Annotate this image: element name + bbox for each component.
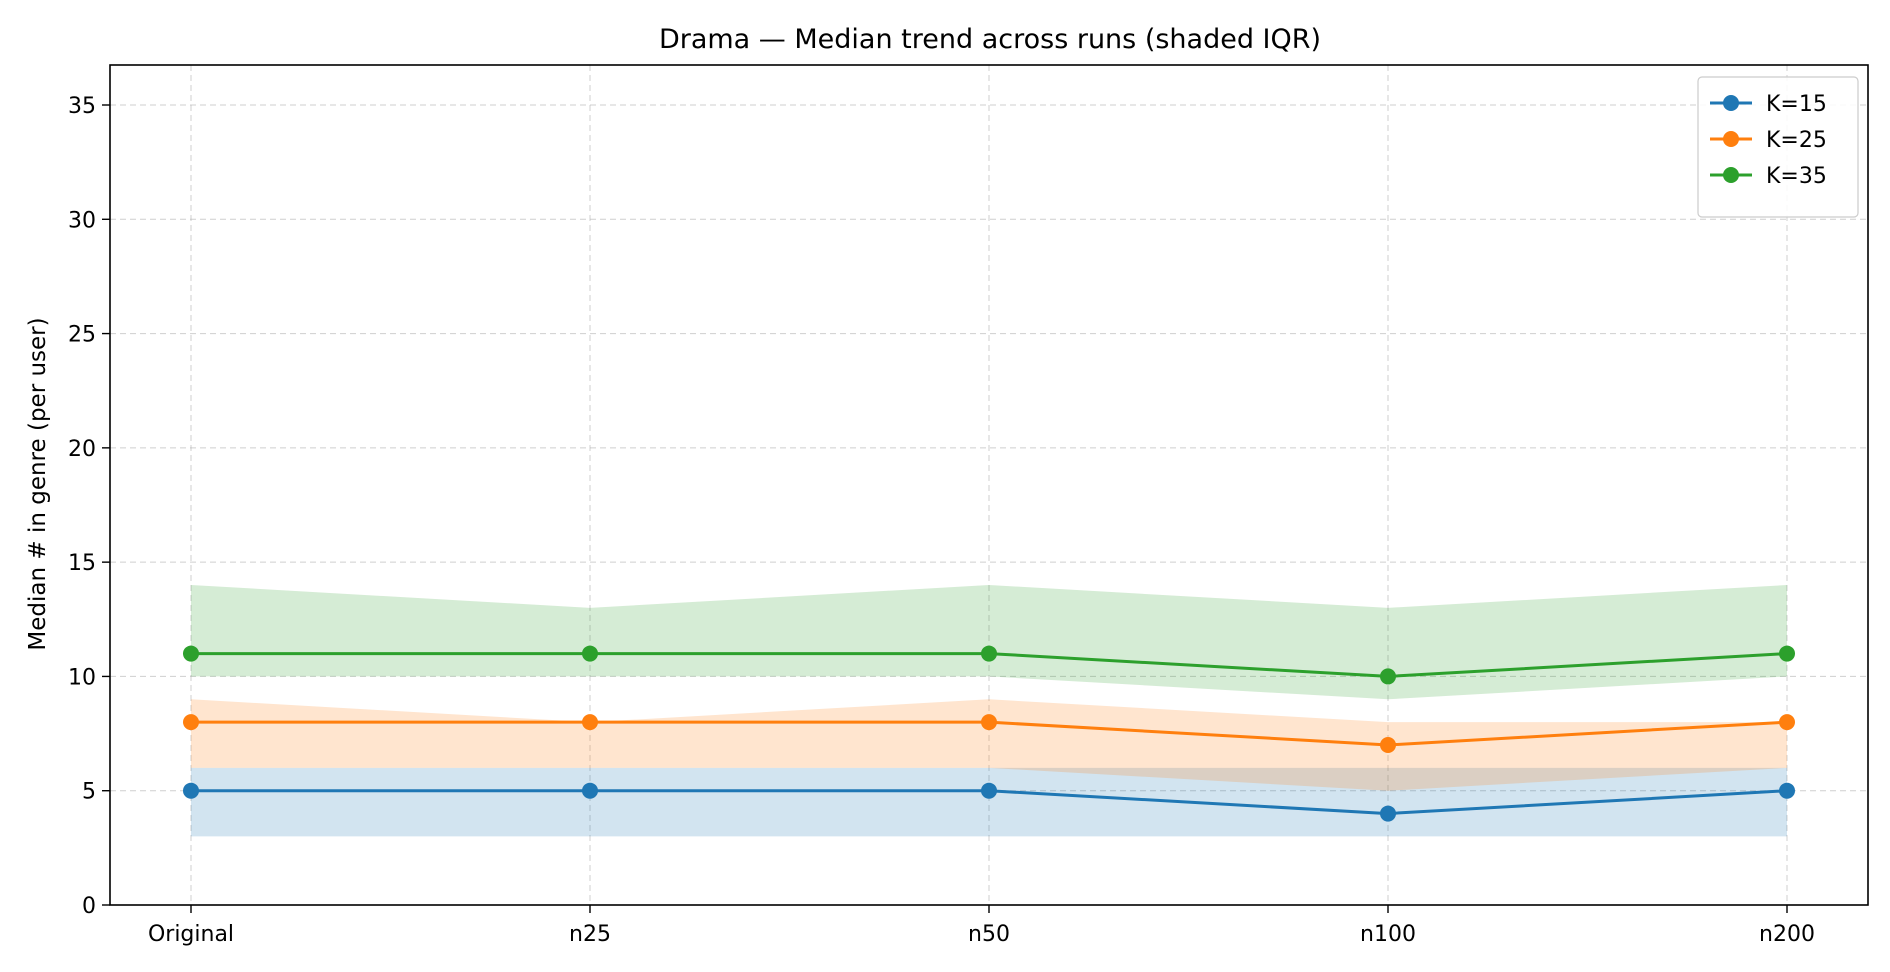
x-tick-label: Original [148,922,234,947]
legend-label: K=15 [1766,92,1827,117]
legend-label: K=25 [1766,128,1827,153]
iqr-band [191,699,1787,791]
legend-label: K=35 [1766,164,1827,189]
y-tick-label: 30 [68,208,96,233]
data-point [981,782,997,799]
data-point [582,782,598,799]
legend-box [1697,76,1859,218]
data-point [1779,782,1795,799]
y-tick-label: 10 [68,665,96,690]
data-point [582,714,598,731]
x-tick-label: n50 [968,922,1010,947]
data-point [981,645,997,662]
legend-marker [1723,95,1739,111]
y-axis-title: Median # in genre (per user) [25,317,51,650]
x-tick-label: n100 [1360,922,1416,947]
data-point [1380,805,1396,822]
y-tick-label: 20 [68,437,96,462]
y-tick-label: 25 [68,323,96,348]
data-point [183,645,199,662]
x-tick-label: n200 [1759,922,1815,947]
iqr-band [191,585,1787,700]
y-tick-label: 5 [82,780,96,805]
data-point [1380,668,1396,685]
legend: K=15 K=25 K=35 [1697,76,1859,218]
data-point [183,714,199,731]
legend-marker [1723,167,1739,183]
data-point [1779,714,1795,731]
grid [110,65,1868,906]
data-point [582,645,598,662]
data-point [981,714,997,731]
y-tick-label: 0 [82,894,96,919]
axes: 0 5 10 15 20 25 30 35 Original n25 n50 n100 n200 [68,64,1869,947]
x-tick-label: n25 [569,922,611,947]
series-lines [183,645,1795,822]
data-point [183,782,199,799]
y-tick-label: 15 [68,551,96,576]
data-point [1380,737,1396,753]
y-tick-label: 35 [68,94,96,119]
data-point [1779,645,1795,662]
chart-title: Drama — Median trend across runs (shaded… [659,24,1321,55]
legend-marker [1723,131,1739,147]
